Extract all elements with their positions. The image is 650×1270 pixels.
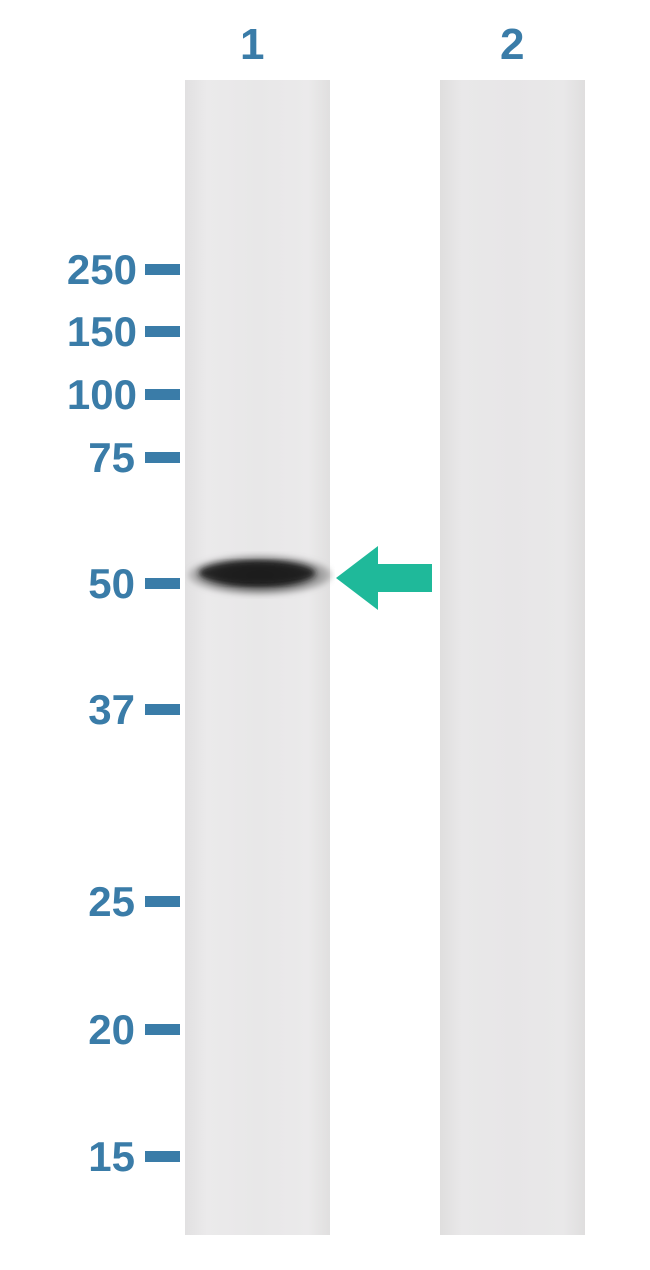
mw-15-tick [145,1151,180,1162]
mw-250-label: 250 [55,246,137,294]
mw-250-tick [145,264,180,275]
mw-37-tick [145,704,180,715]
mw-150-label: 150 [55,308,137,356]
lane-2-label: 2 [500,20,524,70]
mw-25-label: 25 [75,878,135,926]
mw-25-tick [145,896,180,907]
mw-150-tick [145,326,180,337]
lane-2 [440,80,585,1235]
mw-100-label: 100 [55,371,137,419]
blot-container: 1 2 250 150 100 75 50 37 25 20 [0,0,650,1270]
lane-1 [185,80,330,1235]
mw-75-label: 75 [75,434,135,482]
mw-50-tick [145,578,180,589]
mw-75-tick [145,452,180,463]
mw-100-tick [145,389,180,400]
mw-50-label: 50 [75,560,135,608]
mw-20-label: 20 [75,1006,135,1054]
protein-band-lane1 [185,545,335,601]
lane-1-label: 1 [240,20,264,70]
mw-15-label: 15 [75,1133,135,1181]
mw-20-tick [145,1024,180,1035]
arrow-indicator-icon [336,542,434,614]
mw-37-label: 37 [75,686,135,734]
